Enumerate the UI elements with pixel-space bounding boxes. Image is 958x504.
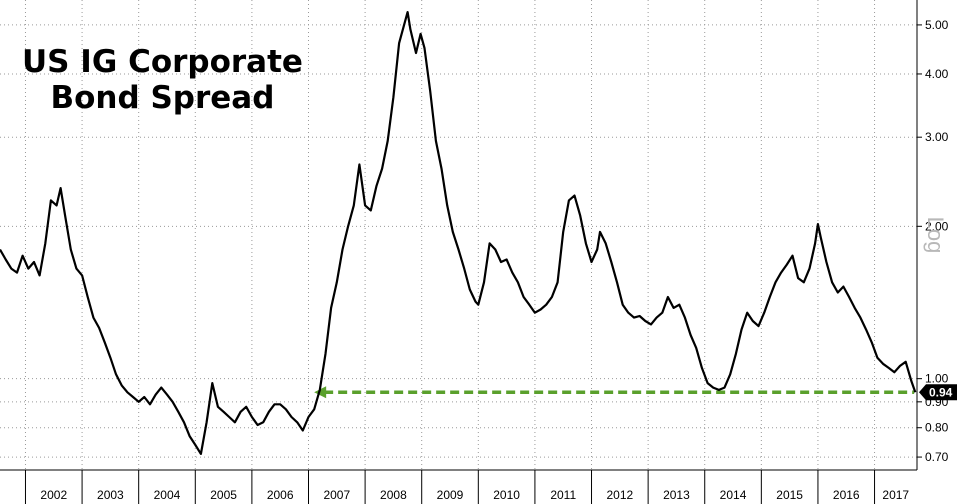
- series-line: [0, 11, 917, 455]
- chart-title-line-2: Bond Spread: [50, 80, 275, 116]
- reference-line-group: [314, 386, 915, 399]
- chart-title: US IG Corporate Bond Spread: [22, 44, 303, 116]
- last-value-badge: 0.94: [919, 384, 957, 401]
- y-tick-label: 0.70: [925, 450, 949, 464]
- axes: [0, 0, 918, 471]
- gridlines: [0, 0, 917, 470]
- x-tick-label: 2013: [663, 488, 690, 502]
- chart-title-line-1: US IG Corporate: [22, 44, 303, 80]
- y-tick-label: 4.00: [925, 67, 949, 81]
- x-tick-label: 2011: [550, 488, 576, 502]
- last-value-label: 0.94: [929, 385, 953, 399]
- x-tick-label: 2004: [154, 488, 181, 502]
- y-tick-label: 3.00: [925, 130, 949, 144]
- x-axis-ticks: 2002 2003 2004 2005 2006 2007 2008 2009 2010 2011…: [24, 470, 909, 504]
- y-tick-label: 2.00: [925, 219, 949, 233]
- x-tick-label: 2009: [437, 488, 464, 502]
- x-tick-label: 2017: [882, 488, 909, 502]
- x-tick-label: 2006: [267, 488, 294, 502]
- series-group: [0, 11, 917, 455]
- last-value-marker: [919, 384, 957, 401]
- x-tick-label: 2016: [833, 488, 860, 502]
- x-tick-label: 2012: [606, 488, 633, 502]
- x-tick-label: 2003: [97, 488, 124, 502]
- x-tick-label: 2005: [210, 488, 237, 502]
- x-tick-label: 2010: [493, 488, 520, 502]
- x-tick-label: 2014: [720, 488, 747, 502]
- x-tick-label: 2008: [380, 488, 407, 502]
- y-tick-label: 1.00: [925, 372, 949, 386]
- x-tick-label: 2015: [776, 488, 803, 502]
- y-tick-label: 5.00: [925, 18, 949, 32]
- x-tick-label: 2007: [323, 488, 350, 502]
- x-tick-label: 2002: [40, 488, 67, 502]
- y-tick-label: 0.80: [925, 421, 949, 435]
- y-axis-scale-label: Log: [923, 217, 948, 254]
- y-axis-ticks: 5.004.003.002.001.000.900.800.70: [917, 18, 949, 464]
